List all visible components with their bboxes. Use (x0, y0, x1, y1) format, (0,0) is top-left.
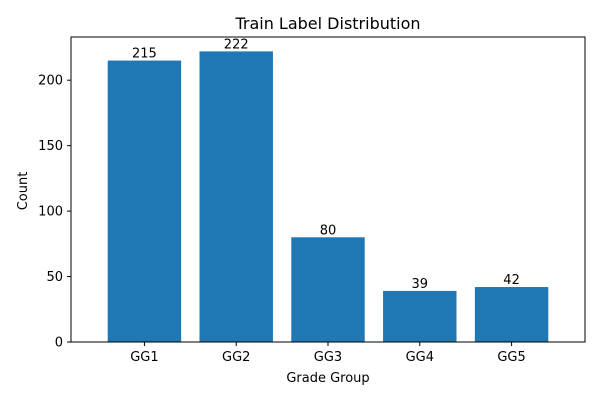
bar-gg4 (383, 290, 457, 342)
y-tick-label-150: 150 (38, 139, 63, 154)
x-tick-label-gg5: GG5 (497, 350, 525, 365)
plot-frame (70, 36, 586, 343)
data-label-gg4: 39 (412, 277, 429, 292)
data-label-gg5: 42 (503, 273, 520, 288)
bars-group: 215 222 80 39 42 (107, 37, 549, 343)
x-axis: GG1 GG2 GG3 GG4 GG5 (130, 342, 526, 365)
data-label-gg1: 215 (132, 47, 157, 62)
y-tick-label-0: 0 (55, 336, 63, 351)
data-label-gg2: 222 (224, 37, 249, 52)
y-axis-label: Count (16, 172, 31, 211)
y-tick-label-50: 50 (46, 270, 63, 285)
x-tick-label-gg1: GG1 (130, 350, 158, 365)
bar-gg3 (291, 237, 365, 342)
bar-gg5 (474, 287, 549, 342)
y-tick-label-200: 200 (38, 74, 63, 89)
x-tick-label-gg4: GG4 (406, 350, 434, 365)
x-tick-label-gg3: GG3 (314, 350, 342, 365)
bar-gg1 (107, 60, 182, 343)
y-tick-label-100: 100 (38, 205, 63, 220)
x-axis-label: Grade Group (286, 371, 369, 386)
x-tick-label-gg2: GG2 (222, 350, 250, 365)
data-label-gg3: 80 (320, 223, 337, 238)
chart-title: Train Label Distribution (234, 14, 420, 33)
y-axis: 0 50 100 150 200 (38, 74, 71, 351)
bar-gg2 (199, 51, 273, 343)
